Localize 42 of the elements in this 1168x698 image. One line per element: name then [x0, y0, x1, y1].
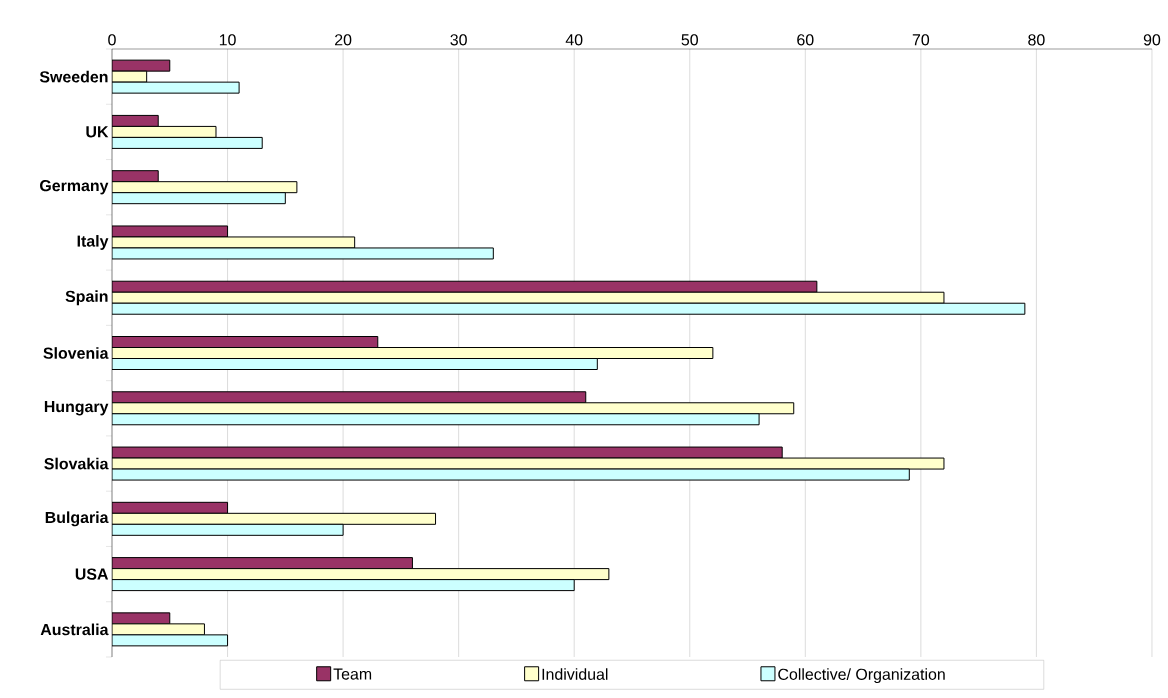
legend-label: Individual — [542, 668, 608, 680]
y-tick-label: Bulgaria — [45, 511, 109, 527]
bar — [112, 336, 379, 348]
y-tick-label: Slovakia — [44, 457, 109, 470]
bar — [112, 358, 598, 370]
bar — [112, 181, 298, 194]
bar — [112, 568, 610, 581]
bar — [112, 136, 263, 149]
x-tick-label: 10 — [219, 34, 236, 46]
x-tick-label: 90 — [1143, 34, 1161, 46]
y-tick-label: Sweeden — [39, 70, 108, 83]
bar — [112, 413, 760, 426]
x-tick-label: 70 — [912, 34, 930, 46]
x-tick-label: 20 — [335, 34, 352, 46]
x-tick-label: 80 — [1028, 34, 1045, 46]
bar — [112, 402, 795, 415]
legend-label: Collective/ Organization — [778, 668, 945, 684]
legend-label: Team — [333, 668, 372, 680]
y-tick-label: USA — [75, 568, 109, 580]
y-tick-label: Germany — [40, 179, 109, 195]
bar — [112, 557, 413, 570]
bar — [112, 579, 575, 592]
bar — [112, 512, 437, 525]
y-tick-label: Spain — [65, 290, 108, 306]
y-tick-label: Italy — [77, 235, 109, 250]
bar — [112, 192, 286, 205]
x-tick-label: 60 — [797, 34, 814, 46]
bar — [112, 523, 344, 536]
bar — [112, 302, 1026, 315]
x-tick-label: 50 — [681, 34, 698, 46]
bar — [112, 291, 945, 304]
y-tick-label: UK — [86, 126, 109, 138]
y-tick-label: Hungary — [44, 401, 109, 416]
x-tick-label: 30 — [450, 34, 467, 46]
bar — [112, 280, 818, 293]
x-tick-label: 40 — [565, 34, 583, 46]
bar — [112, 391, 587, 404]
y-tick-label: Australia — [40, 623, 109, 636]
y-tick-label: Slovenia — [43, 347, 109, 359]
bar — [112, 347, 714, 359]
x-tick-label: 0 — [108, 34, 116, 46]
bar — [112, 501, 229, 514]
